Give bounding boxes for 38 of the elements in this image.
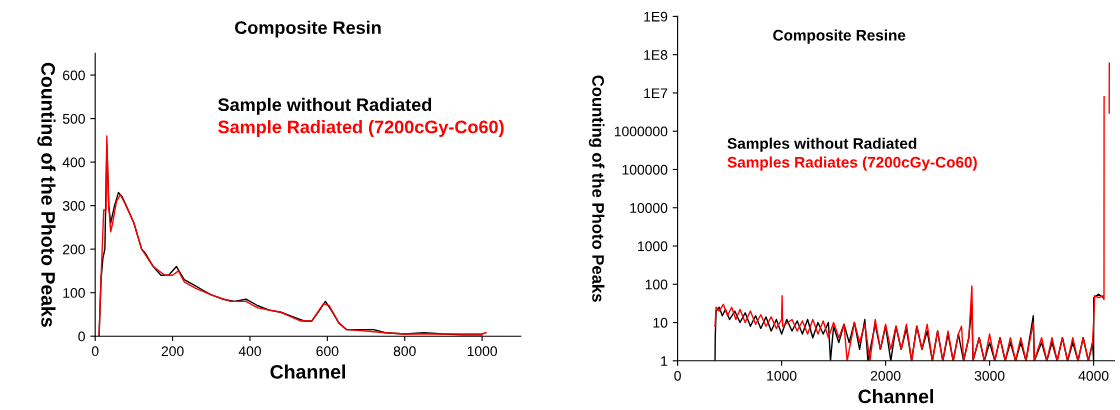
y-axis-title: Counting of the Photo Peaks [588, 75, 605, 302]
y-tick-label: 10000 [630, 203, 668, 213]
y-tick-label: 0 [78, 331, 85, 342]
y-tick-label: 300 [62, 200, 85, 211]
y-axis-title: Counting of the Photo Peaks [37, 62, 56, 327]
x-tick-label: 0 [91, 346, 99, 357]
x-tick-label: 1000 [467, 346, 498, 357]
y-tick-label: 500 [62, 113, 85, 124]
y-tick-label: 1E7 [644, 88, 668, 98]
y-tick-label: 10 [653, 317, 668, 328]
x-axis-title: Channel [858, 389, 933, 404]
y-tick-label: 200 [63, 244, 85, 255]
y-tick-label: 100 [645, 279, 668, 290]
text: Sample without Radiated [218, 97, 432, 115]
y-tick-label: 100 [63, 288, 85, 298]
y-tick-label: 1E8 [644, 50, 668, 60]
text: Composite Resine [773, 29, 906, 44]
y-tick-label: 1E9 [644, 11, 668, 22]
y-tick-label: 100000 [622, 164, 668, 175]
x-axis-title: Channel [270, 364, 345, 379]
x-tick-label: 3000 [974, 370, 1005, 381]
chart-title: Composite Resin [235, 20, 381, 38]
y-tick-label: 1000000 [614, 126, 668, 137]
x-tick-label: 2000 [870, 370, 901, 381]
y-tick-label: 1000 [638, 241, 668, 252]
x-tick-label: 800 [393, 346, 416, 357]
x-tick-label: 400 [238, 346, 262, 357]
y-tick-label: 400 [62, 157, 85, 168]
x-tick-label: 0 [674, 370, 681, 381]
text: Sample Radiated (7200cGy-Co60) [218, 120, 504, 137]
x-tick-label: 200 [161, 346, 184, 357]
x-tick-label: 600 [316, 346, 339, 357]
text: Samples without Radiated [727, 137, 917, 152]
y-tick-label: 1 [661, 356, 668, 366]
x-tick-label: 4000 [1078, 370, 1109, 381]
y-tick-label: 600 [63, 70, 85, 81]
x-tick-label: 1000 [767, 370, 797, 381]
text: Samples Radiates (7200cGy-Co60) [727, 156, 977, 171]
